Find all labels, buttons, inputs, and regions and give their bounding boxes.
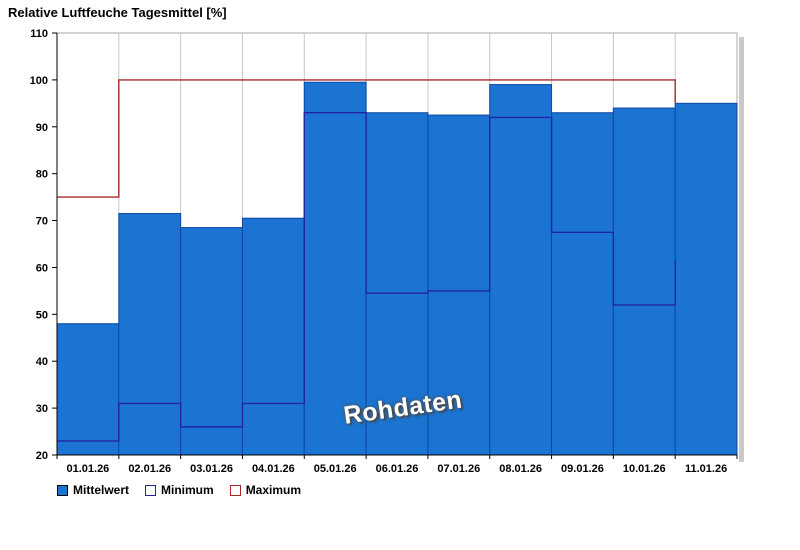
legend-label-minimum: Minimum [161, 483, 214, 497]
maximum-swatch [229, 484, 241, 496]
svg-text:03.01.26: 03.01.26 [190, 463, 233, 475]
svg-text:01.01.26: 01.01.26 [66, 463, 109, 475]
svg-text:05.01.26: 05.01.26 [314, 463, 357, 475]
svg-text:20: 20 [36, 450, 48, 462]
svg-text:70: 70 [36, 216, 48, 228]
svg-text:09.01.26: 09.01.26 [561, 463, 604, 475]
mittelwert-swatch [57, 484, 68, 496]
legend-label-mittelwert: Mittelwert [73, 483, 130, 497]
svg-text:06.01.26: 06.01.26 [376, 463, 419, 475]
svg-text:100: 100 [30, 75, 48, 87]
svg-text:40: 40 [36, 356, 48, 368]
svg-text:02.01.26: 02.01.26 [128, 463, 171, 475]
svg-text:30: 30 [36, 403, 48, 415]
svg-text:10.01.26: 10.01.26 [623, 463, 666, 475]
legend: Mittelwert Minimum Maximum [57, 483, 301, 497]
svg-text:60: 60 [36, 262, 48, 274]
chart-title: Relative Luftfeuche Tagesmittel [%] [8, 5, 227, 20]
minimum-swatch [145, 484, 157, 496]
legend-item-mittelwert: Mittelwert [57, 483, 129, 497]
svg-text:08.01.26: 08.01.26 [499, 463, 542, 475]
svg-text:110: 110 [30, 28, 48, 40]
svg-text:50: 50 [36, 309, 48, 321]
legend-item-maximum: Maximum [229, 483, 302, 497]
legend-label-maximum: Maximum [245, 483, 302, 497]
svg-text:90: 90 [36, 122, 48, 134]
svg-text:07.01.26: 07.01.26 [437, 463, 480, 475]
svg-text:11.01.26: 11.01.26 [685, 463, 727, 475]
svg-text:80: 80 [36, 169, 48, 181]
svg-text:04.01.26: 04.01.26 [252, 463, 295, 475]
legend-item-minimum: Minimum [145, 483, 214, 497]
